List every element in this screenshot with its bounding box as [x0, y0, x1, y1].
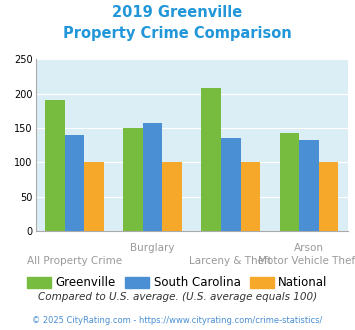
Bar — [84, 162, 104, 231]
Bar — [221, 138, 241, 231]
Legend: Greenville, South Carolina, National: Greenville, South Carolina, National — [23, 272, 332, 294]
Bar — [280, 133, 299, 231]
Bar — [202, 88, 221, 231]
Text: Property Crime Comparison: Property Crime Comparison — [63, 26, 292, 41]
Text: 2019 Greenville: 2019 Greenville — [113, 5, 242, 20]
Text: Motor Vehicle Theft: Motor Vehicle Theft — [258, 256, 355, 266]
Bar — [299, 140, 319, 231]
Bar — [143, 122, 163, 231]
Text: Burglary: Burglary — [130, 243, 175, 252]
Text: Arson: Arson — [294, 243, 324, 252]
Bar — [319, 162, 338, 231]
Bar — [65, 135, 84, 231]
Text: Larceny & Theft: Larceny & Theft — [189, 256, 272, 266]
Bar — [124, 128, 143, 231]
Bar — [163, 162, 182, 231]
Bar — [45, 100, 65, 231]
Text: All Property Crime: All Property Crime — [27, 256, 122, 266]
Text: Compared to U.S. average. (U.S. average equals 100): Compared to U.S. average. (U.S. average … — [38, 292, 317, 302]
Bar — [241, 162, 260, 231]
Text: © 2025 CityRating.com - https://www.cityrating.com/crime-statistics/: © 2025 CityRating.com - https://www.city… — [32, 316, 323, 325]
